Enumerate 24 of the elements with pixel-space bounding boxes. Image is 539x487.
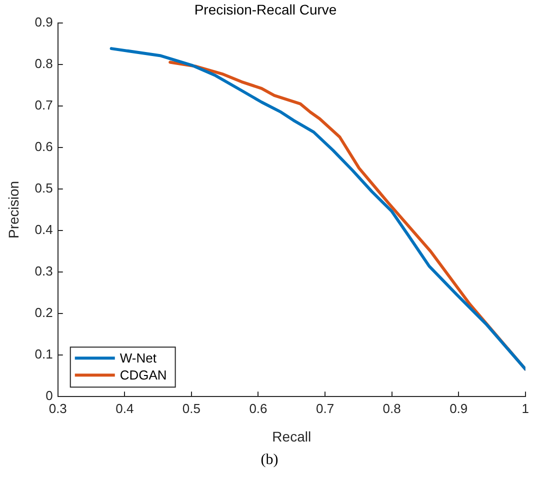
x-tick-label: 1	[522, 400, 529, 416]
y-tick-label: 0.7	[34, 97, 53, 112]
y-tick-label: 0.6	[34, 138, 53, 154]
y-axis-title: Precision	[5, 180, 22, 238]
x-tick-label: 0.8	[382, 400, 401, 416]
y-tick-label: 0.5	[34, 180, 53, 196]
y-tick-label: 0.2	[34, 305, 53, 320]
legend-label: CDGAN	[120, 368, 167, 383]
y-tick-label: 0.1	[34, 346, 53, 362]
y-tick-label: 0.9	[34, 14, 53, 30]
y-tick-label: 0.4	[34, 222, 53, 238]
chart-title: Precision-Recall Curve	[194, 1, 337, 18]
y-tick-label: 0	[46, 388, 53, 404]
x-tick-label: 0.6	[249, 400, 268, 416]
x-tick-label: 0.9	[450, 400, 468, 416]
x-tick-label: 0.5	[182, 400, 200, 416]
x-tick-label: 0.3	[48, 400, 67, 416]
y-tick-label: 0.3	[34, 264, 53, 279]
x-axis-title: Recall	[272, 428, 312, 444]
y-tick-label: 0.8	[34, 56, 53, 71]
x-tick-label: 0.4	[116, 400, 134, 416]
text: (b)	[260, 452, 280, 469]
legend-label: W-Net	[120, 350, 157, 366]
x-tick-label: 0.7	[316, 400, 334, 416]
